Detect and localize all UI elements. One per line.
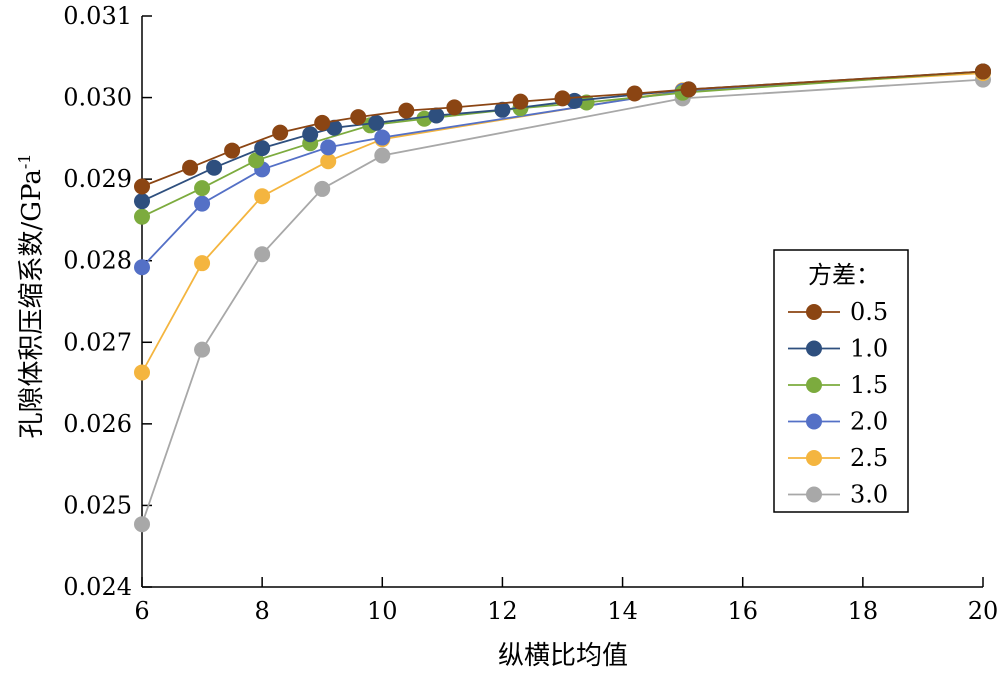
data-point: [494, 101, 511, 118]
x-axis-title: 纵横比均值: [498, 641, 628, 671]
data-point: [680, 81, 697, 98]
y-tick-label: 0.026: [63, 410, 132, 438]
legend-label: 1.5: [850, 371, 888, 399]
data-point: [272, 124, 289, 141]
legend-item-2.0: 2.0: [788, 408, 888, 436]
legend-marker: [806, 413, 822, 430]
y-axis-title-group: 孔隙体积压缩系数/GPa-1: [15, 154, 47, 439]
x-tick-label: 8: [255, 597, 270, 625]
data-point: [302, 126, 319, 143]
data-point: [194, 180, 211, 197]
x-tick-label: 6: [134, 597, 149, 625]
y-tick-label: 0.031: [63, 2, 132, 30]
x-tick-label: 14: [607, 597, 638, 625]
legend-marker: [806, 377, 822, 393]
data-point: [326, 119, 343, 136]
data-point: [134, 259, 150, 276]
y-tick-label: 0.024: [63, 573, 132, 601]
series-0.5: [134, 63, 991, 195]
y-tick-label: 0.025: [63, 491, 132, 519]
y-axis-title-superscript: -1: [15, 154, 34, 170]
data-point: [194, 195, 211, 212]
x-tick-label: 20: [968, 597, 999, 625]
legend-label: 1.0: [850, 335, 888, 363]
y-axis-title-main: 孔隙体积压缩系数/GPa: [17, 169, 47, 438]
data-point: [134, 208, 150, 225]
legend-title: 方差：: [808, 261, 880, 289]
data-point: [398, 102, 415, 119]
data-point: [182, 159, 199, 176]
y-tick-label: 0.028: [63, 247, 132, 275]
data-point: [134, 178, 150, 195]
data-point: [626, 85, 643, 102]
data-point: [194, 341, 211, 358]
data-point: [254, 188, 271, 205]
data-point: [248, 152, 265, 169]
y-tick-label: 0.030: [63, 84, 132, 112]
data-point: [314, 114, 331, 131]
legend-marker: [806, 340, 822, 357]
legend-label: 3.0: [850, 481, 888, 509]
series-1.0: [134, 63, 991, 210]
y-axis-title: 孔隙体积压缩系数/GPa-1: [15, 154, 47, 439]
legend-box: [773, 249, 909, 513]
data-point: [206, 159, 223, 176]
data-point: [134, 364, 150, 381]
data-point: [320, 139, 337, 156]
data-point: [350, 109, 367, 126]
data-point: [194, 255, 211, 272]
data-point: [975, 63, 991, 80]
legend-marker: [806, 450, 822, 466]
legend: 方差： 0.5 1.0 1.5 2.0 2.5 3.0: [773, 249, 909, 513]
data-point: [254, 246, 271, 263]
data-point: [554, 90, 571, 107]
data-point: [314, 180, 331, 197]
data-point: [428, 107, 445, 124]
data-point: [134, 516, 150, 533]
y-tick-label: 0.029: [63, 165, 132, 193]
legend-items: 0.5 1.0 1.5 2.0 2.5 3.0: [788, 298, 888, 509]
data-point: [512, 93, 529, 110]
legend-item-2.5: 2.5: [788, 444, 888, 472]
axes: [141, 16, 983, 588]
legend-marker: [806, 486, 822, 503]
data-point: [224, 142, 241, 159]
legend-label: 2.0: [850, 408, 888, 436]
y-tick-label: 0.027: [63, 328, 132, 356]
data-point: [368, 114, 385, 131]
legend-item-3.0: 3.0: [788, 481, 888, 509]
data-point: [254, 140, 271, 157]
x-tick-label: 18: [848, 597, 879, 625]
data-point: [320, 153, 337, 170]
x-tick-label: 12: [487, 597, 518, 625]
data-point: [374, 147, 391, 164]
legend-label: 2.5: [850, 444, 888, 472]
legend-item-0.5: 0.5: [788, 298, 888, 326]
plot-area: [134, 63, 991, 533]
legend-label: 0.5: [850, 298, 888, 326]
data-point: [446, 99, 463, 116]
x-tick-label: 10: [367, 597, 398, 625]
data-point: [416, 110, 433, 127]
legend-item-1.5: 1.5: [788, 371, 888, 399]
data-point: [134, 193, 150, 210]
x-tick-label: 16: [727, 597, 758, 625]
legend-item-1.0: 1.0: [788, 335, 888, 363]
data-point: [374, 129, 391, 146]
ticks: 0.024 0.025 0.026 0.027 0.028 0.029 0.030 0.031…: [63, 2, 998, 625]
legend-marker: [806, 304, 822, 320]
